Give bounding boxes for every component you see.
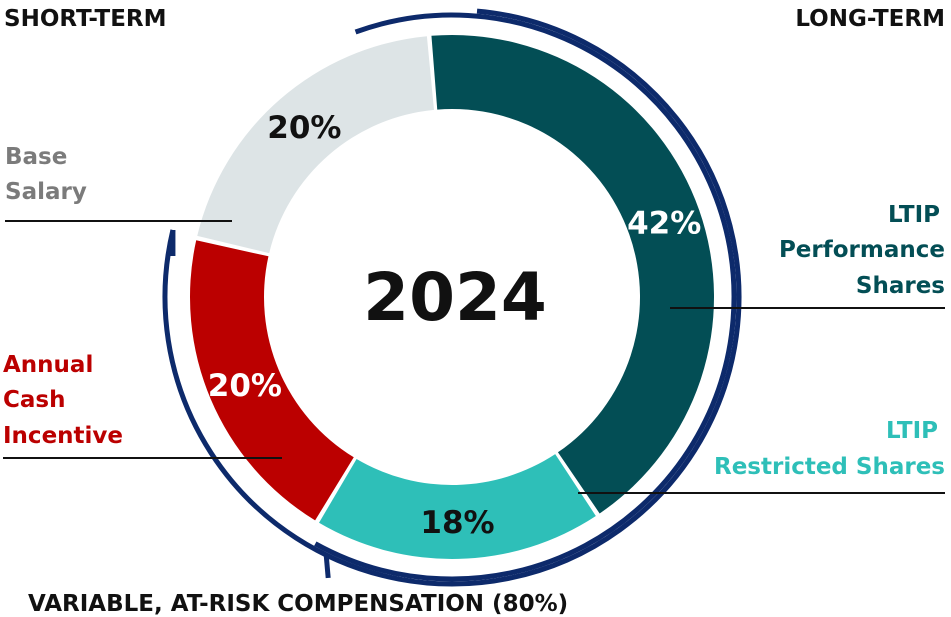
long-term-header: LONG-TERM	[795, 6, 945, 32]
label-base-salary: Base Salary	[5, 144, 87, 205]
long-term-bracket	[314, 12, 737, 582]
slice-base-salary	[197, 36, 434, 254]
label-ltip-performance-line2: Performance	[779, 237, 945, 263]
label-ltip-performance-shares: LTIP Performance Shares	[779, 202, 945, 299]
label-base-salary-line2: Salary	[5, 179, 87, 205]
variable-compensation-caption: VARIABLE, AT-RISK COMPENSATION (80%)	[28, 591, 568, 617]
slice-annual-cash	[190, 240, 354, 521]
short-term-header: SHORT-TERM	[4, 6, 167, 32]
label-annual-cash-line2: Cash	[3, 387, 65, 413]
label-ltip-performance-line3: Shares	[856, 273, 945, 299]
label-ltip-performance-line1: LTIP	[888, 202, 940, 228]
label-annual-cash-line1: Annual	[3, 352, 93, 378]
label-base-salary-line1: Base	[5, 144, 67, 170]
label-annual-cash-line3: Incentive	[3, 423, 123, 449]
pct-label-base-salary: 20%	[267, 110, 341, 146]
slice-ltip-performance	[431, 35, 714, 514]
pct-label-annual-cash: 20%	[208, 368, 282, 404]
variable-at-risk-bracket	[162, 8, 742, 587]
label-ltip-restricted-line1: LTIP	[886, 418, 938, 444]
slice-ltip-restricted	[319, 454, 596, 559]
chart-center-year: 2024	[363, 259, 547, 336]
label-ltip-restricted-line2: Restricted Shares	[714, 454, 945, 480]
label-annual-cash-incentive: Annual Cash Incentive	[3, 352, 123, 449]
variable-at-risk-bracket-tick	[323, 554, 331, 579]
label-ltip-restricted-shares: LTIP Restricted Shares	[714, 418, 945, 480]
pct-label-ltip-performance: 42%	[627, 205, 701, 241]
pct-label-ltip-restricted: 18%	[420, 505, 494, 541]
